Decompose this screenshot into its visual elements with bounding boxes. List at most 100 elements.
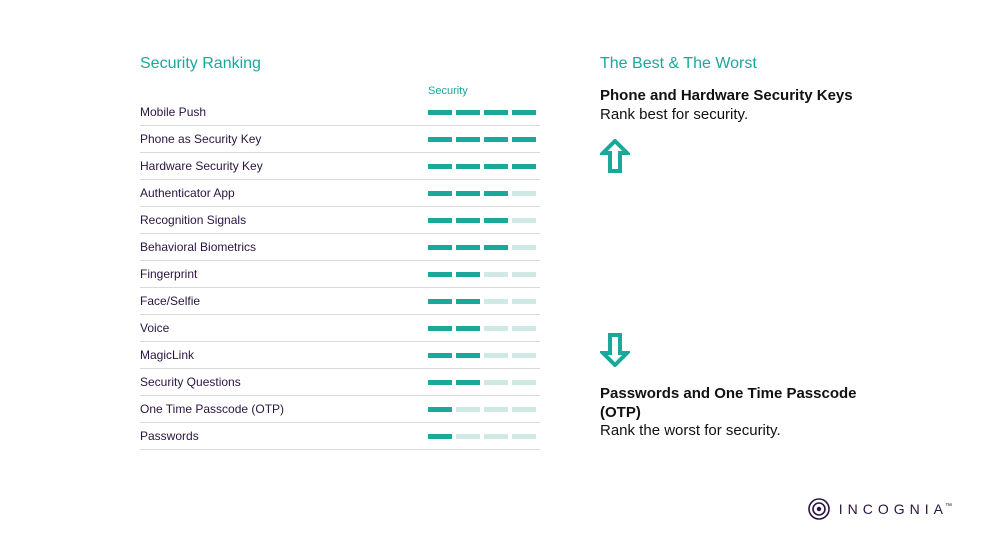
bar-segment bbox=[512, 164, 536, 169]
bar-segment bbox=[484, 110, 508, 115]
bar-segment bbox=[456, 299, 480, 304]
ranking-row-bars bbox=[428, 164, 540, 169]
bar-segment bbox=[484, 191, 508, 196]
bar-segment bbox=[512, 299, 536, 304]
worst-heading: Passwords and One Time Passcode (OTP) bbox=[600, 385, 900, 423]
ranking-row-label: Mobile Push bbox=[140, 105, 428, 119]
bar-segment bbox=[484, 434, 508, 439]
ranking-row-bars bbox=[428, 407, 540, 412]
worst-block: Passwords and One Time Passcode (OTP) Ra… bbox=[600, 333, 900, 440]
bar-segment bbox=[456, 191, 480, 196]
ranking-column-header: Security bbox=[428, 85, 540, 97]
bar-segment bbox=[512, 407, 536, 412]
ranking-row-label: Face/Selfie bbox=[140, 294, 428, 308]
logo-mark-icon bbox=[807, 497, 831, 521]
bar-segment bbox=[484, 164, 508, 169]
best-block: Phone and Hardware Security Keys Rank be… bbox=[600, 87, 900, 173]
bar-segment bbox=[428, 137, 452, 142]
ranking-row-bars bbox=[428, 245, 540, 250]
bar-segment bbox=[428, 434, 452, 439]
bar-segment bbox=[428, 299, 452, 304]
bar-segment bbox=[428, 164, 452, 169]
bar-segment bbox=[512, 380, 536, 385]
worst-subtext: Rank the worst for security. bbox=[600, 422, 900, 439]
bar-segment bbox=[484, 245, 508, 250]
bar-segment bbox=[484, 299, 508, 304]
table-row: Mobile Push bbox=[140, 99, 540, 126]
bar-segment bbox=[512, 272, 536, 277]
table-row: Fingerprint bbox=[140, 261, 540, 288]
ranking-row-bars bbox=[428, 137, 540, 142]
ranking-row-label: Authenticator App bbox=[140, 186, 428, 200]
ranking-row-label: Fingerprint bbox=[140, 267, 428, 281]
ranking-row-bars bbox=[428, 299, 540, 304]
bar-segment bbox=[456, 407, 480, 412]
content-area: Security Ranking Security Mobile Push Pho… bbox=[140, 55, 900, 455]
page-root: Security Ranking Security Mobile Push Pho… bbox=[0, 0, 1000, 545]
bar-segment bbox=[512, 191, 536, 196]
bar-segment bbox=[456, 110, 480, 115]
ranking-table: Mobile Push Phone as Security Key Hardware… bbox=[140, 99, 540, 450]
table-row: Phone as Security Key bbox=[140, 126, 540, 153]
bar-segment bbox=[484, 380, 508, 385]
bar-segment bbox=[428, 407, 452, 412]
bar-segment bbox=[484, 353, 508, 358]
ranking-row-bars bbox=[428, 272, 540, 277]
bar-segment bbox=[428, 380, 452, 385]
ranking-row-label: Recognition Signals bbox=[140, 213, 428, 227]
summary-title: The Best & The Worst bbox=[600, 55, 900, 73]
ranking-row-bars bbox=[428, 380, 540, 385]
bar-segment bbox=[512, 218, 536, 223]
table-row: Behavioral Biometrics bbox=[140, 234, 540, 261]
best-heading: Phone and Hardware Security Keys bbox=[600, 87, 900, 106]
bar-segment bbox=[456, 380, 480, 385]
table-row: Security Questions bbox=[140, 369, 540, 396]
brand-tm: ™ bbox=[945, 503, 952, 510]
table-row: MagicLink bbox=[140, 342, 540, 369]
bar-segment bbox=[428, 245, 452, 250]
bar-segment bbox=[512, 353, 536, 358]
table-row: Recognition Signals bbox=[140, 207, 540, 234]
best-subtext: Rank best for security. bbox=[600, 106, 900, 123]
bar-segment bbox=[456, 434, 480, 439]
table-row: Passwords bbox=[140, 423, 540, 450]
bar-segment bbox=[484, 137, 508, 142]
table-row: Voice bbox=[140, 315, 540, 342]
bar-segment bbox=[512, 137, 536, 142]
ranking-row-bars bbox=[428, 191, 540, 196]
bar-segment bbox=[512, 434, 536, 439]
ranking-row-bars bbox=[428, 353, 540, 358]
ranking-row-label: Hardware Security Key bbox=[140, 159, 428, 173]
ranking-row-bars bbox=[428, 218, 540, 223]
bar-segment bbox=[484, 326, 508, 331]
ranking-row-label: Passwords bbox=[140, 429, 428, 443]
bar-segment bbox=[512, 110, 536, 115]
ranking-panel: Security Ranking Security Mobile Push Pho… bbox=[140, 55, 540, 455]
bar-segment bbox=[484, 272, 508, 277]
bar-segment bbox=[484, 407, 508, 412]
ranking-row-label: Voice bbox=[140, 321, 428, 335]
bar-segment bbox=[456, 353, 480, 358]
table-row: Authenticator App bbox=[140, 180, 540, 207]
bar-segment bbox=[428, 110, 452, 115]
bar-segment bbox=[428, 326, 452, 331]
bar-segment bbox=[428, 272, 452, 277]
bar-segment bbox=[428, 353, 452, 358]
ranking-row-bars bbox=[428, 110, 540, 115]
bar-segment bbox=[456, 326, 480, 331]
bar-segment bbox=[456, 164, 480, 169]
bar-segment bbox=[456, 245, 480, 250]
table-row: Hardware Security Key bbox=[140, 153, 540, 180]
brand-name: INCOGNIA™ bbox=[839, 501, 952, 517]
bar-segment bbox=[512, 326, 536, 331]
summary-panel: The Best & The Worst Phone and Hardware … bbox=[600, 55, 900, 455]
brand-logo: INCOGNIA™ bbox=[807, 497, 952, 521]
ranking-row-label: Behavioral Biometrics bbox=[140, 240, 428, 254]
brand-name-text: INCOGNIA bbox=[839, 501, 948, 517]
bar-segment bbox=[512, 245, 536, 250]
table-row: One Time Passcode (OTP) bbox=[140, 396, 540, 423]
ranking-title: Security Ranking bbox=[140, 55, 540, 73]
ranking-row-label: MagicLink bbox=[140, 348, 428, 362]
ranking-row-label: Phone as Security Key bbox=[140, 132, 428, 146]
bar-segment bbox=[428, 191, 452, 196]
